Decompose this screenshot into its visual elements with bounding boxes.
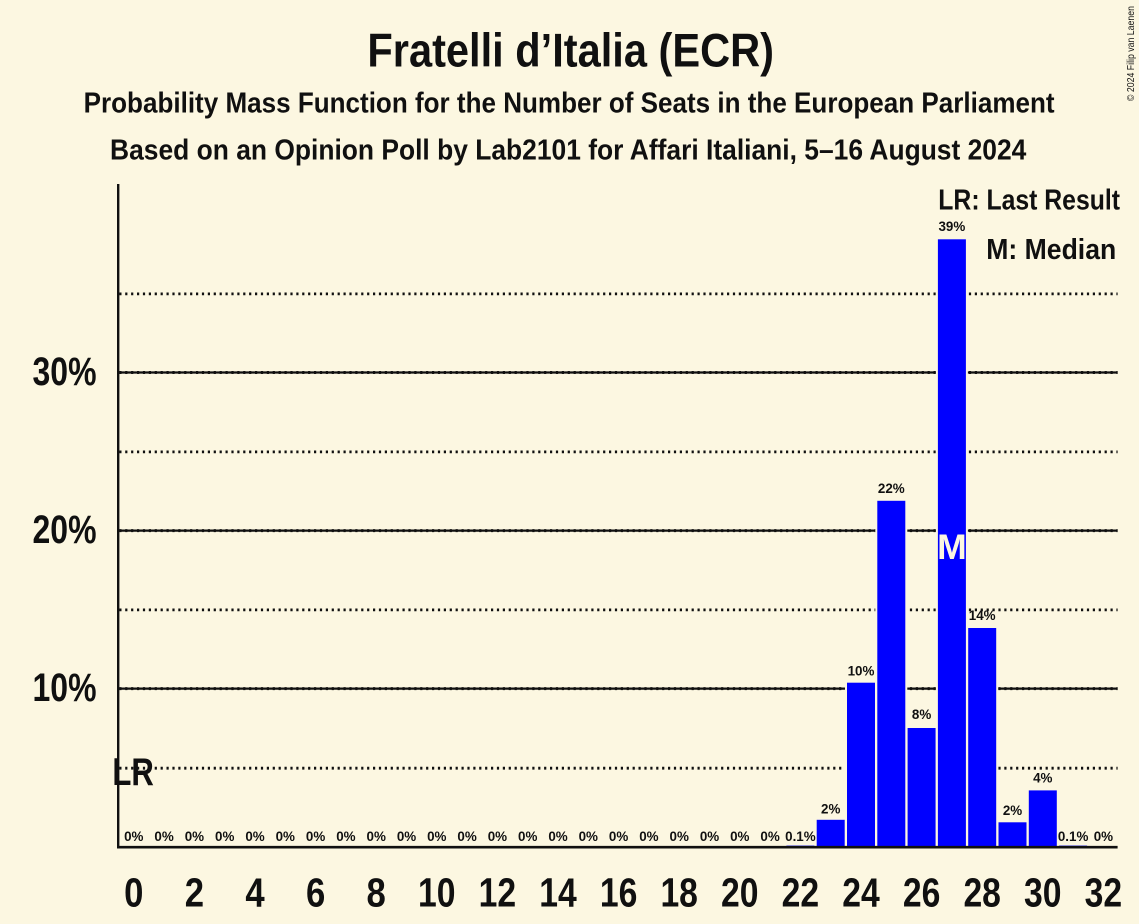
svg-text:14: 14	[539, 869, 577, 915]
svg-text:0%: 0%	[760, 829, 779, 844]
svg-text:4%: 4%	[1033, 770, 1052, 785]
svg-text:16: 16	[600, 869, 638, 915]
svg-text:22: 22	[782, 869, 820, 915]
svg-text:6: 6	[306, 869, 325, 915]
svg-text:0%: 0%	[427, 829, 446, 844]
svg-text:0%: 0%	[245, 829, 264, 844]
svg-text:0%: 0%	[276, 829, 295, 844]
svg-text:© 2024 Filip van Laenen: © 2024 Filip van Laenen	[1125, 6, 1137, 101]
svg-text:0%: 0%	[367, 829, 386, 844]
svg-text:30: 30	[1024, 869, 1062, 915]
svg-text:0%: 0%	[730, 829, 749, 844]
svg-text:0%: 0%	[548, 829, 567, 844]
svg-text:0%: 0%	[700, 829, 719, 844]
svg-text:0%: 0%	[457, 829, 476, 844]
svg-text:0%: 0%	[306, 829, 325, 844]
svg-text:0: 0	[124, 869, 143, 915]
svg-text:0%: 0%	[397, 829, 416, 844]
svg-text:0.1%: 0.1%	[785, 829, 816, 844]
svg-text:0%: 0%	[670, 829, 689, 844]
svg-text:12: 12	[479, 869, 517, 915]
svg-text:Based on an Opinion Poll by La: Based on an Opinion Poll by Lab2101 for …	[110, 135, 1026, 167]
svg-text:0%: 0%	[124, 829, 143, 844]
svg-text:M: M	[937, 527, 967, 567]
svg-text:28: 28	[963, 869, 1001, 915]
svg-text:10%: 10%	[848, 663, 875, 678]
svg-text:0%: 0%	[579, 829, 598, 844]
svg-text:39%: 39%	[938, 219, 965, 234]
svg-text:22%: 22%	[878, 481, 905, 496]
svg-text:0%: 0%	[609, 829, 628, 844]
svg-text:4: 4	[245, 869, 265, 915]
svg-text:24: 24	[842, 869, 880, 915]
svg-text:8%: 8%	[912, 707, 931, 722]
svg-text:0.1%: 0.1%	[1058, 829, 1089, 844]
svg-text:M: Median: M: Median	[986, 234, 1116, 266]
svg-text:0%: 0%	[639, 829, 658, 844]
svg-text:0%: 0%	[488, 829, 507, 844]
svg-text:Fratelli d’Italia (ECR): Fratelli d’Italia (ECR)	[367, 24, 774, 77]
svg-text:30%: 30%	[33, 350, 97, 394]
svg-text:2%: 2%	[1003, 803, 1022, 818]
svg-text:LR: Last Result: LR: Last Result	[938, 185, 1120, 217]
svg-text:0%: 0%	[518, 829, 537, 844]
svg-text:0%: 0%	[336, 829, 355, 844]
svg-text:2: 2	[185, 869, 204, 915]
svg-text:32: 32	[1085, 869, 1123, 915]
svg-text:0%: 0%	[1094, 829, 1113, 844]
svg-text:20%: 20%	[33, 508, 97, 552]
svg-text:18: 18	[660, 869, 698, 915]
svg-text:0%: 0%	[185, 829, 204, 844]
svg-text:20: 20	[721, 869, 759, 915]
svg-text:14%: 14%	[969, 608, 996, 623]
svg-text:10%: 10%	[33, 666, 97, 710]
svg-text:26: 26	[903, 869, 941, 915]
svg-text:0%: 0%	[154, 829, 173, 844]
svg-text:10: 10	[418, 869, 456, 915]
svg-text:0%: 0%	[215, 829, 234, 844]
svg-text:8: 8	[367, 869, 386, 915]
svg-text:2%: 2%	[821, 802, 840, 817]
svg-text:Probability Mass Function for: Probability Mass Function for the Number…	[84, 87, 1055, 119]
